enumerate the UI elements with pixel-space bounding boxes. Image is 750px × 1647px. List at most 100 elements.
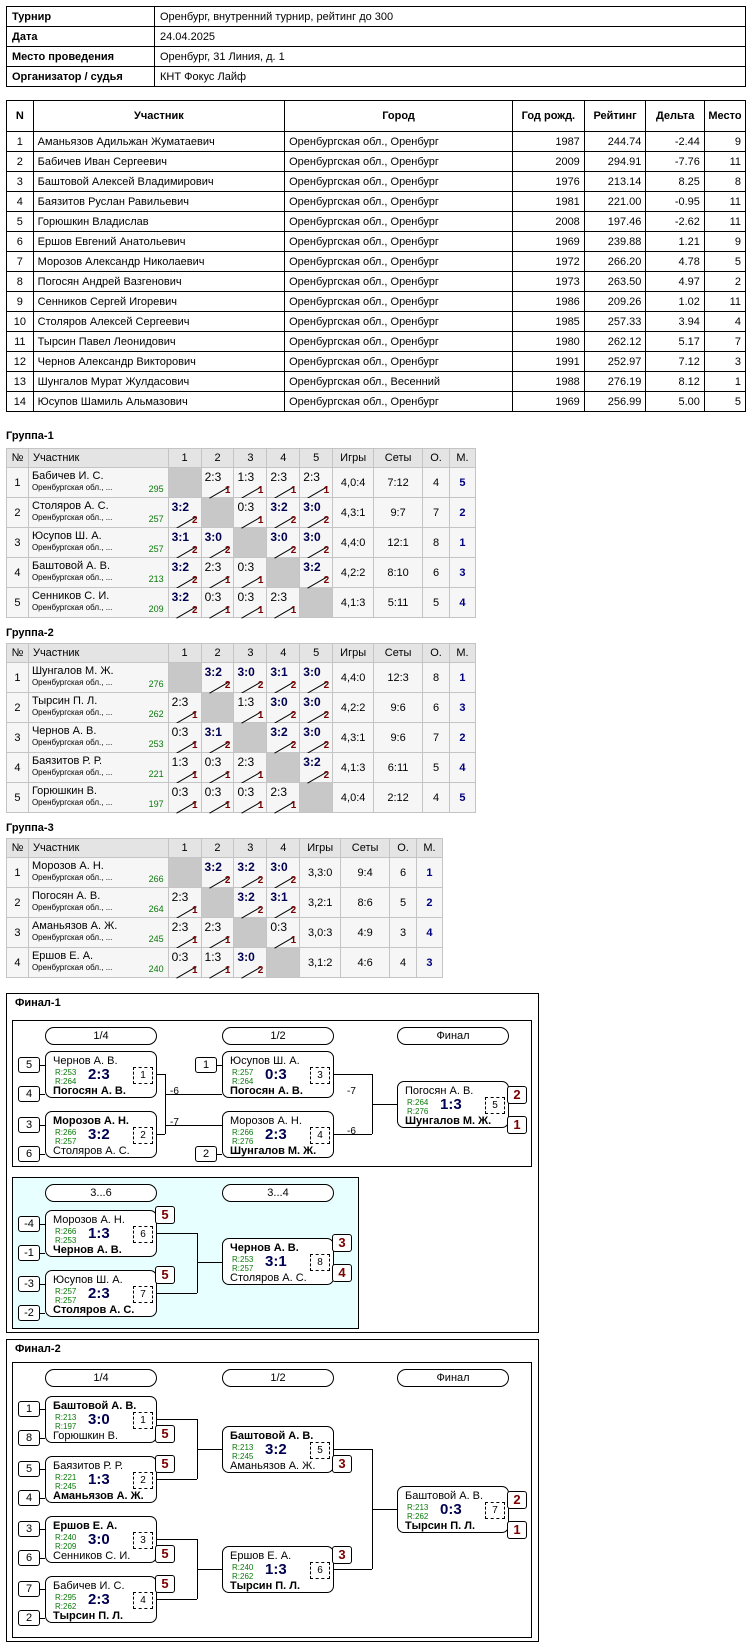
connector-line bbox=[157, 1539, 197, 1540]
match-score-cell[interactable]: 2:3 1 bbox=[233, 752, 268, 784]
match-score-cell[interactable]: 1:3 1 bbox=[167, 752, 202, 784]
match-score-cell[interactable]: 0:3 1 bbox=[233, 587, 268, 619]
match-score-cell[interactable]: 1:3 1 bbox=[233, 467, 268, 499]
match-score-cell[interactable]: 2:3 1 bbox=[200, 467, 235, 499]
match-box[interactable]: Морозов А. Н. R:266 R:253 1:3 Чернов А. В. 6 bbox=[45, 1210, 157, 1257]
match-box[interactable]: Бабичев И. С. R:295 R:262 2:3 Тырсин П. Л. 4 bbox=[45, 1576, 157, 1623]
match-box[interactable]: Чернов А. В. R:253 R:264 2:3 Погосян А. В. 1 bbox=[45, 1051, 157, 1098]
match-score-cell[interactable]: 0:3 1 bbox=[266, 917, 301, 949]
match-score-cell[interactable]: 3:0 2 bbox=[233, 662, 268, 694]
match-box[interactable]: Погосян А. В. R:264 R:276 1:3 Шунгалов М. Ж.… bbox=[397, 1081, 509, 1128]
match-score-cell[interactable]: 3:0 2 bbox=[299, 722, 334, 754]
match-score-cell[interactable]: 3:2 2 bbox=[167, 557, 202, 589]
table-cell: 3.94 bbox=[645, 311, 705, 332]
match-score: 1:3 bbox=[88, 1225, 110, 1242]
group-place: 5 bbox=[448, 782, 477, 813]
group-row-no: 2 bbox=[6, 497, 29, 528]
match-points: 1 bbox=[192, 800, 198, 811]
match-score-cell[interactable]: 3:2 2 bbox=[200, 857, 235, 889]
group-place: 3 bbox=[448, 557, 477, 588]
match-score-cell[interactable]: 0:3 1 bbox=[233, 497, 268, 529]
match-score-cell[interactable]: 3:1 2 bbox=[266, 662, 301, 694]
match-score-cell[interactable]: 3:0 2 bbox=[299, 662, 334, 694]
match-box[interactable]: Юсупов Ш. А. R:257 R:264 0:3 Погосян А. В. 3 bbox=[222, 1051, 334, 1098]
match-score-cell[interactable]: 2:3 1 bbox=[200, 557, 235, 589]
match-box[interactable]: Морозов А. Н. R:266 R:276 2:3 Шунгалов М. Ж.… bbox=[222, 1111, 334, 1158]
match-score-cell[interactable]: 3:1 2 bbox=[200, 722, 235, 754]
match-box[interactable]: Ершов Е. А. R:240 R:209 3:0 Сенников С. И. 3 bbox=[45, 1516, 157, 1563]
match-score-cell[interactable]: 3:2 2 bbox=[167, 587, 202, 619]
match-box[interactable]: Чернов А. В. R:253 R:257 3:1 Столяров А. С. 8 bbox=[222, 1238, 334, 1285]
match-score-cell[interactable]: 3:0 2 bbox=[299, 497, 334, 529]
match-score-cell[interactable]: 2:3 1 bbox=[266, 782, 301, 814]
match-score-cell[interactable]: 0:3 1 bbox=[167, 722, 202, 754]
match-score-cell[interactable]: 3:0 2 bbox=[266, 857, 301, 889]
match-score-cell[interactable]: 3:2 2 bbox=[299, 557, 334, 589]
player-rating: 264 bbox=[148, 904, 164, 914]
player-name: Погосян А. В. bbox=[31, 890, 101, 902]
place-box: 1 bbox=[507, 1521, 527, 1539]
match-score-cell[interactable]: 3:0 2 bbox=[266, 692, 301, 724]
connector-line bbox=[157, 1293, 197, 1294]
match-points: 2 bbox=[290, 875, 297, 886]
match-score-cell[interactable]: 3:2 2 bbox=[200, 662, 235, 694]
match-score-cell[interactable]: 2:3 1 bbox=[299, 467, 334, 499]
match-box[interactable]: Баштовой А. В. R:213 R:262 0:3 Тырсин П. Л. 7 bbox=[397, 1486, 509, 1533]
table-cell: 262.12 bbox=[583, 331, 647, 352]
match-box[interactable]: Ершов Е. А. R:240 R:262 1:3 Тырсин П. Л. 6 bbox=[222, 1546, 334, 1593]
match-score-cell[interactable]: 2:3 1 bbox=[167, 692, 202, 724]
match-score-cell[interactable]: 3:0 2 bbox=[299, 692, 334, 724]
match-score-cell[interactable]: 2:3 1 bbox=[167, 917, 202, 949]
match-score-cell[interactable]: 1:3 1 bbox=[200, 947, 235, 979]
blank-cell bbox=[266, 947, 301, 978]
match-score-cell[interactable]: 3:2 2 bbox=[233, 857, 268, 889]
match-points: 1 bbox=[224, 770, 231, 781]
match-score-cell[interactable]: 3:0 2 bbox=[200, 527, 235, 559]
match-score-cell[interactable]: 0:3 1 bbox=[167, 947, 202, 979]
match-points: 2 bbox=[192, 545, 198, 556]
match-score-cell[interactable]: 2:3 1 bbox=[200, 917, 235, 949]
table-cell: -7.76 bbox=[645, 151, 705, 172]
match-box[interactable]: Баштовой А. В. R:213 R:245 3:2 Аманьязов А. … bbox=[222, 1426, 334, 1473]
info-value: КНТ Фокус Лайф bbox=[154, 66, 746, 87]
match-score-cell[interactable]: 3:2 2 bbox=[266, 722, 301, 754]
connector-line bbox=[40, 1589, 45, 1590]
match-score-cell[interactable]: 3:0 2 bbox=[233, 947, 268, 979]
match-score-cell[interactable]: 1:3 1 bbox=[233, 692, 268, 724]
match-score-cell[interactable]: 3:2 2 bbox=[266, 497, 301, 529]
seed-box: 8 bbox=[18, 1430, 40, 1446]
connector-line bbox=[197, 1262, 222, 1263]
match-score-cell[interactable]: 0:3 1 bbox=[200, 587, 235, 619]
player-name: Юсупов Ш. А. bbox=[31, 530, 102, 542]
match-score-cell[interactable]: 3:0 2 bbox=[299, 527, 334, 559]
match-box[interactable]: Баязитов Р. Р. R:221 R:245 1:3 Аманьязов А. … bbox=[45, 1456, 157, 1503]
match-box[interactable]: Баштовой А. В. R:213 R:197 3:0 Горюшкин В. 1 bbox=[45, 1396, 157, 1443]
match-score-cell[interactable]: 3:2 2 bbox=[233, 887, 268, 919]
match-points: 2 bbox=[257, 875, 264, 886]
table-cell: Баштовой Алексей Владимирович bbox=[32, 171, 286, 192]
player-city: Оренбургская обл., ... bbox=[31, 513, 113, 522]
match-box[interactable]: Морозов А. Н. R:266 R:257 3:2 Столяров А. С.… bbox=[45, 1111, 157, 1158]
match-score-cell[interactable]: 2:3 1 bbox=[266, 467, 301, 499]
group-player: Юсупов Ш. А. Оренбургская обл., ... 257 bbox=[27, 527, 169, 558]
match-score-cell[interactable]: 0:3 1 bbox=[200, 782, 235, 814]
match-score: 2:3 bbox=[303, 470, 320, 484]
match-score-cell[interactable]: 0:3 1 bbox=[167, 782, 202, 814]
match-score: 3:0 bbox=[204, 530, 222, 544]
player-rating: 295 bbox=[148, 484, 164, 494]
match-score-cell[interactable]: 3:0 2 bbox=[266, 527, 301, 559]
table-cell: 8.12 bbox=[645, 371, 705, 392]
match-score-cell[interactable]: 0:3 1 bbox=[200, 752, 235, 784]
match-score-cell[interactable]: 3:1 2 bbox=[167, 527, 202, 559]
match-score-cell[interactable]: 2:3 1 bbox=[266, 587, 301, 619]
match-score-cell[interactable]: 2:3 1 bbox=[167, 887, 202, 919]
match-score-cell[interactable]: 3:2 2 bbox=[299, 752, 334, 784]
player-2-name: Столяров А. С. bbox=[230, 1272, 307, 1284]
match-score-cell[interactable]: 3:2 2 bbox=[167, 497, 202, 529]
match-box[interactable]: Юсупов Ш. А. R:257 R:257 2:3 Столяров А. С. 7 bbox=[45, 1270, 157, 1317]
match-score-cell[interactable]: 0:3 1 bbox=[233, 557, 268, 589]
table-cell: 11 bbox=[703, 291, 747, 312]
match-score-cell[interactable]: 0:3 1 bbox=[233, 782, 268, 814]
match-score-cell[interactable]: 3:1 2 bbox=[266, 887, 301, 919]
table-cell: 209.26 bbox=[583, 291, 647, 312]
